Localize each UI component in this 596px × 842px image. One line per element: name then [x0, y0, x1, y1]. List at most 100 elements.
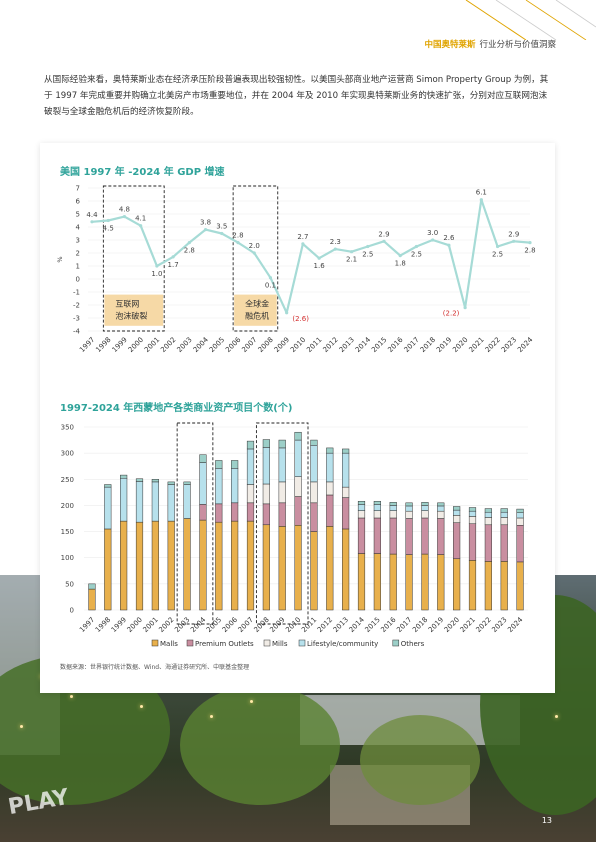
crisis-label-box-1	[234, 294, 277, 326]
bar-x-tick-label: 2005	[205, 616, 223, 634]
gdp-point	[155, 264, 159, 268]
gdp-data-label: 2.8	[232, 232, 243, 240]
bar-segment-lifestyle-community	[405, 505, 413, 512]
bar-segment-premium-outlets	[484, 524, 492, 562]
bar-x-tick-label: 2010	[284, 616, 302, 634]
gdp-data-label: 1.6	[314, 262, 326, 270]
legend-label: Malls	[160, 640, 178, 648]
bar-segment-premium-outlets	[453, 522, 461, 560]
gdp-x-tick-label: 2001	[143, 336, 161, 354]
gdp-point	[106, 218, 110, 223]
bar-segment-mills	[357, 510, 366, 519]
gdp-x-tick-label: 2008	[257, 336, 275, 354]
bar-segment-malls	[516, 561, 524, 611]
bar-segment-others	[262, 439, 270, 448]
bar-segment-malls	[437, 554, 445, 611]
bar-y-tick-label: 200	[61, 502, 74, 510]
gdp-data-label: 4.5	[103, 225, 114, 233]
bar-x-tick-label: 2016	[379, 615, 398, 634]
gdp-data-label: (2.2)	[443, 310, 460, 318]
data-source: 数据来源：世界银行统计数据、Wind、海通证券研究所、中联基金整理	[60, 664, 250, 671]
gdp-point	[301, 242, 305, 246]
gdp-point	[528, 241, 532, 245]
bar-segment-malls	[453, 558, 461, 611]
gdp-data-label: 6.1	[476, 189, 487, 197]
bar-x-tick-label: 2001	[142, 616, 160, 634]
bar-segment-malls	[310, 531, 318, 611]
bar-segment-malls	[199, 519, 207, 611]
gdp-x-tick-label: 1997	[78, 336, 96, 354]
gdp-x-tick-label: 1998	[94, 336, 112, 354]
gdp-point	[252, 251, 256, 255]
bar-segment-malls	[231, 520, 239, 611]
bar-segment-premium-outlets	[437, 518, 445, 555]
gdp-data-label: 2.5	[411, 251, 422, 259]
bar-segment-lifestyle-community	[468, 510, 477, 517]
gdp-data-label: 2.5	[362, 251, 373, 259]
bar-segment-mills	[484, 517, 492, 526]
bar-segment-others	[484, 508, 492, 513]
assets-chart-title: 1997-2024 年西蒙地产各类商业资产项目个数(个)	[60, 403, 293, 414]
bar-segment-others	[437, 502, 445, 507]
bar-segment-premium-outlets	[294, 496, 302, 526]
bar-x-tick-label: 2011	[300, 616, 318, 634]
gdp-point	[479, 198, 483, 202]
bar-segment-lifestyle-community	[167, 484, 175, 522]
gdp-y-tick-label: -2	[73, 302, 80, 310]
bar-segment-others	[215, 460, 223, 469]
gdp-y-tick-label: 1	[76, 263, 80, 271]
bar-segment-lifestyle-community	[246, 448, 255, 485]
bar-x-tick-label: 2019	[427, 616, 445, 634]
bar-segment-mills	[389, 510, 397, 519]
gdp-point	[349, 250, 354, 254]
gdp-x-tick-label: 2004	[192, 335, 211, 354]
gdp-x-tick-label: 2022	[484, 336, 502, 354]
bar-x-tick-label: 2021	[459, 616, 477, 634]
bar-segment-premium-outlets	[278, 502, 286, 527]
gdp-data-label: 2.0	[249, 242, 260, 250]
gdp-x-tick-label: 2014	[354, 335, 373, 354]
gdp-data-label: 2.7	[297, 233, 308, 241]
bar-x-tick-label: 2022	[475, 616, 493, 634]
bar-x-tick-label: 2014	[348, 615, 367, 634]
bar-segment-others	[231, 460, 239, 469]
bar-x-tick-label: 2013	[332, 616, 350, 634]
bar-segment-lifestyle-community	[484, 511, 492, 518]
gdp-x-tick-label: 2017	[403, 336, 421, 354]
gdp-x-tick-label: 2019	[435, 336, 453, 354]
bar-x-tick-label: 2012	[316, 616, 334, 634]
bar-segment-premium-outlets	[516, 525, 524, 563]
gdp-x-tick-label: 2020	[451, 336, 469, 354]
crisis-label-1: 全球金	[245, 299, 269, 309]
gdp-data-label: 2.9	[378, 230, 389, 238]
gdp-data-label: 1.0	[151, 270, 162, 278]
gdp-point	[495, 244, 500, 249]
gdp-point	[122, 215, 127, 219]
gdp-point	[463, 306, 467, 310]
crisis-frame-0	[102, 185, 165, 332]
bar-segment-premium-outlets	[231, 502, 239, 522]
gdp-data-label: 3.8	[200, 219, 211, 227]
bar-x-tick-label: 2000	[126, 616, 144, 634]
bar-x-tick-label: 1998	[94, 616, 112, 634]
assets-bar-chart: 0501001502002503003501997199819992000200…	[61, 422, 528, 648]
bar-segment-others	[120, 474, 128, 479]
gdp-x-tick-label: 2002	[159, 336, 177, 354]
legend-swatch	[186, 639, 194, 647]
gdp-y-tick-label: 7	[76, 185, 80, 193]
bar-x-tick-label: 2018	[411, 616, 429, 634]
bar-y-tick-label: 0	[70, 607, 74, 615]
bar-segment-others	[357, 500, 366, 505]
gdp-point	[512, 239, 516, 243]
gdp-data-label: 4.8	[119, 206, 130, 214]
bar-segment-premium-outlets	[373, 517, 381, 554]
chart-card: 美国 1997 年 -2024 年 GDP 增速 -4 -3 -2 -1 0 1 2 3 4 5 6…	[40, 143, 555, 693]
bar-segment-malls	[167, 520, 175, 611]
bar-segment-malls	[104, 528, 112, 611]
bar-segment-lifestyle-community	[500, 511, 508, 518]
intro-paragraph: 从国际经验来看，奥特莱斯业态在经济承压阶段普遍表现出较强韧性。以美国头部商业地产…	[44, 75, 549, 117]
legend-label: Others	[401, 640, 425, 648]
gdp-x-tick-label: 2010	[289, 336, 307, 354]
legend-swatch	[392, 639, 400, 647]
bar-y-tick-label: 150	[61, 528, 74, 536]
